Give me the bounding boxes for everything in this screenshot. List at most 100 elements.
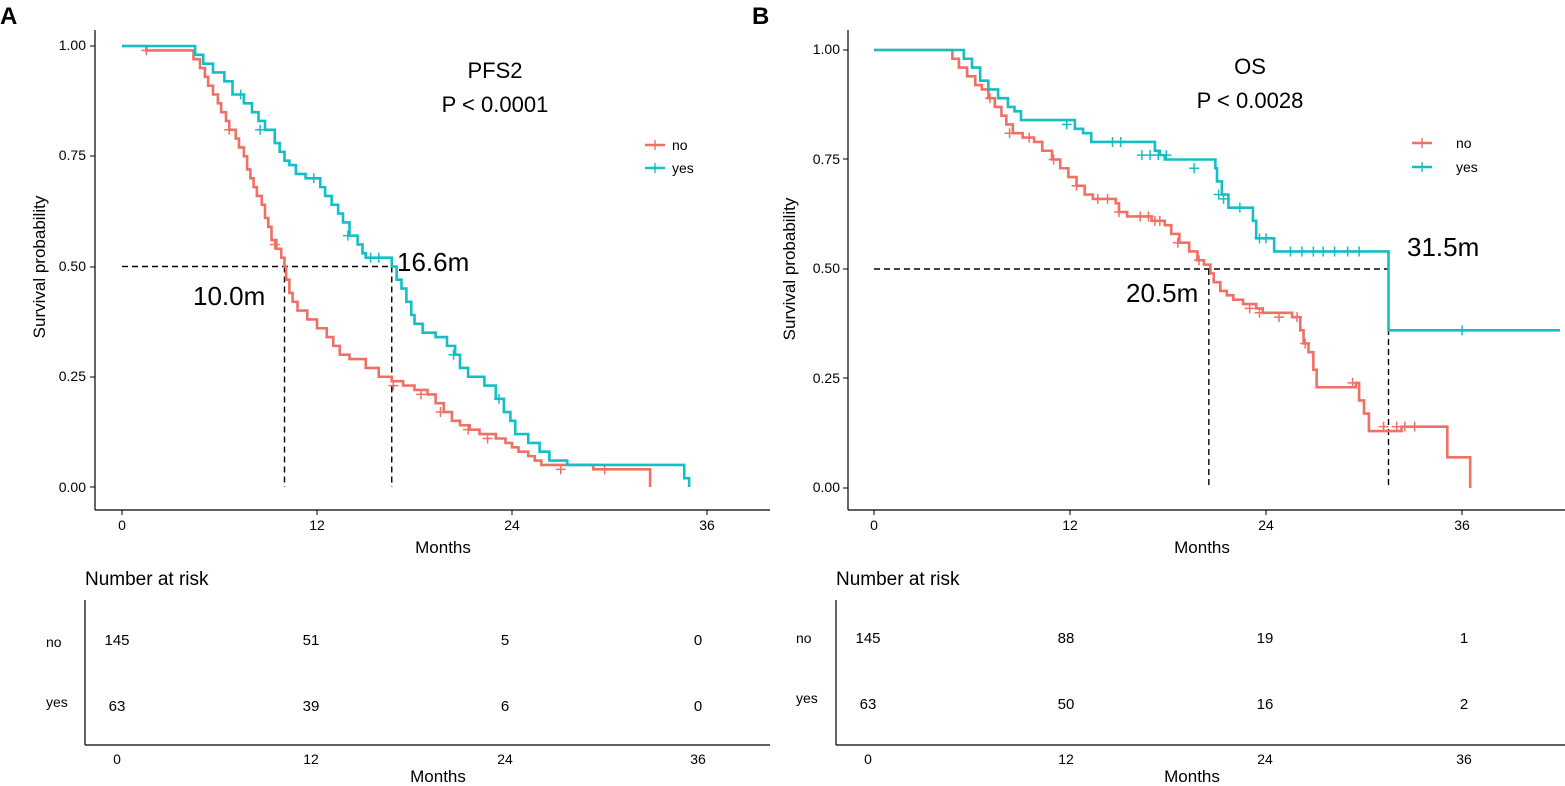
censor-mark-b-no-16 (1274, 312, 1285, 323)
risk-a-yes-0: 63 (109, 698, 126, 715)
risk-a-yes-36: 0 (694, 698, 702, 715)
risk-x-tick-a-0: 0 (113, 751, 121, 767)
panel-b: B 0.00 0.25 0.50 0.75 1.00 0 12 24 36 Mo… (752, 3, 1565, 786)
risk-a-no-36: 0 (694, 632, 702, 649)
legend-label-a-yes: yes (672, 160, 694, 176)
censor-mark-b-no-3 (1048, 154, 1059, 165)
censor-mark-b-no-15 (1254, 307, 1265, 318)
y-tick-label-b-3: 0.75 (813, 151, 840, 167)
risk-a-no-24: 5 (501, 632, 509, 649)
censor-mark-a-no-5 (435, 407, 446, 418)
y-tick-label-a-2: 0.50 (59, 258, 86, 274)
censor-mark-b-no-0 (984, 93, 995, 104)
x-tick-label-a-3: 36 (699, 517, 715, 533)
legend-label-a-no: no (672, 137, 688, 153)
censor-mark-a-no-8 (555, 464, 566, 475)
x-tick-label-b-3: 36 (1454, 517, 1470, 533)
censor-mark-b-no-2 (1024, 132, 1035, 143)
risk-title-a: Number at risk (85, 569, 209, 590)
censor-mark-a-yes-0 (235, 89, 246, 100)
median-label-a-no: 10.0m (193, 281, 265, 311)
legend-label-b-no: no (1456, 135, 1472, 151)
risk-group-a-no: no (46, 634, 62, 650)
censor-mark-b-no-12 (1172, 237, 1183, 248)
x-tick-label-b-0: 0 (870, 517, 878, 533)
censor-mark-b-yes-0 (1061, 119, 1072, 130)
pvalue-a: P < 0.0001 (442, 92, 549, 117)
risk-b-yes-12: 50 (1058, 696, 1075, 713)
censor-mark-a-no-6 (463, 424, 474, 435)
survival-curve-b-no (874, 48, 1472, 488)
risk-x-label-a: Months (410, 767, 466, 786)
censor-mark-b-yes-2 (1115, 136, 1126, 147)
y-tick-label-b-0: 0.00 (813, 479, 840, 495)
median-label-b-no: 20.5m (1126, 278, 1198, 308)
risk-b-yes-36: 2 (1460, 696, 1468, 713)
chart-title-a: PFS2 (467, 58, 522, 83)
panel-label-b: B (752, 3, 769, 30)
censor-mark-a-yes-6 (448, 349, 459, 360)
survival-curve-a-no (122, 44, 652, 487)
censor-mark-a-yes-1 (255, 124, 266, 135)
censor-mark-b-no-19 (1347, 377, 1358, 388)
censor-mark-a-no-7 (482, 433, 493, 444)
censor-mark-a-yes-7 (494, 393, 504, 404)
censor-mark-b-yes-10 (1234, 202, 1245, 213)
censor-mark-b-no-23 (1409, 421, 1420, 432)
censor-mark-b-yes-14 (1296, 246, 1307, 257)
risk-x-tick-a-3: 36 (690, 751, 706, 767)
censor-mark-b-yes-12 (1261, 233, 1271, 244)
x-tick-label-a-2: 24 (504, 517, 520, 533)
risk-x-tick-b-2: 24 (1257, 751, 1273, 767)
risk-a-no-0: 145 (104, 632, 129, 649)
censor-mark-b-yes-6 (1161, 150, 1172, 161)
y-axis-label-b: Survival probability (780, 197, 799, 340)
y-tick-label-a-3: 0.75 (59, 147, 86, 163)
risk-a-no-12: 51 (303, 632, 320, 649)
censor-mark-a-no-1 (224, 124, 235, 135)
risk-group-a-yes: yes (46, 694, 68, 710)
x-tick-label-a-0: 0 (118, 517, 126, 533)
censor-mark-b-no-7 (1114, 207, 1124, 218)
x-tick-label-b-1: 12 (1062, 517, 1078, 533)
risk-group-b-yes: yes (796, 690, 818, 706)
censor-mark-b-no-4 (1071, 180, 1082, 191)
risk-table-b: Number at risk no yes 145 88 19 1 63 50 … (796, 569, 1565, 786)
y-axis-label-a: Survival probability (30, 195, 49, 338)
x-axis-label-a: Months (415, 538, 471, 557)
median-lines-b (874, 268, 1390, 488)
censor-mark-a-no-4 (416, 389, 426, 400)
x-tick-label-a-1: 12 (309, 517, 325, 533)
legend-b: no yes (1412, 135, 1478, 175)
y-tick-label-a-1: 0.25 (59, 368, 86, 384)
censor-mark-a-no-2 (269, 239, 280, 250)
censor-mark-b-no-22 (1399, 421, 1410, 432)
pvalue-b: P < 0.0028 (1197, 88, 1304, 113)
censor-mark-b-no-11 (1154, 215, 1165, 226)
risk-table-a: Number at risk no yes 145 51 5 0 63 39 6… (46, 569, 770, 786)
x-tick-label-b-2: 24 (1258, 517, 1274, 533)
risk-title-b: Number at risk (836, 569, 960, 590)
censor-mark-b-no-1 (1004, 128, 1015, 139)
risk-b-no-0: 145 (855, 630, 880, 647)
legend-a: no yes (645, 137, 694, 176)
censor-mark-a-yes-3 (342, 230, 353, 241)
censor-mark-b-yes-8 (1213, 189, 1224, 200)
risk-a-yes-24: 6 (501, 698, 509, 715)
censor-mark-b-no-6 (1102, 193, 1113, 204)
risk-x-tick-a-1: 12 (303, 751, 319, 767)
risk-b-yes-24: 16 (1257, 696, 1274, 713)
panel-label-a: A (0, 3, 17, 30)
x-axis-label-b: Months (1174, 538, 1230, 557)
censor-mark-b-no-9 (1143, 211, 1154, 222)
censor-mark-b-yes-9 (1218, 193, 1229, 204)
risk-x-tick-b-3: 36 (1456, 751, 1472, 767)
censor-mark-a-yes-5 (373, 252, 384, 263)
y-tick-label-a-0: 0.00 (59, 479, 86, 495)
risk-group-b-no: no (796, 630, 812, 646)
y-tick-label-b-4: 1.00 (813, 41, 840, 57)
censor-mark-b-no-17 (1292, 312, 1303, 323)
censor-mark-b-yes-7 (1189, 163, 1200, 174)
y-tick-label-a-4: 1.00 (59, 37, 86, 53)
